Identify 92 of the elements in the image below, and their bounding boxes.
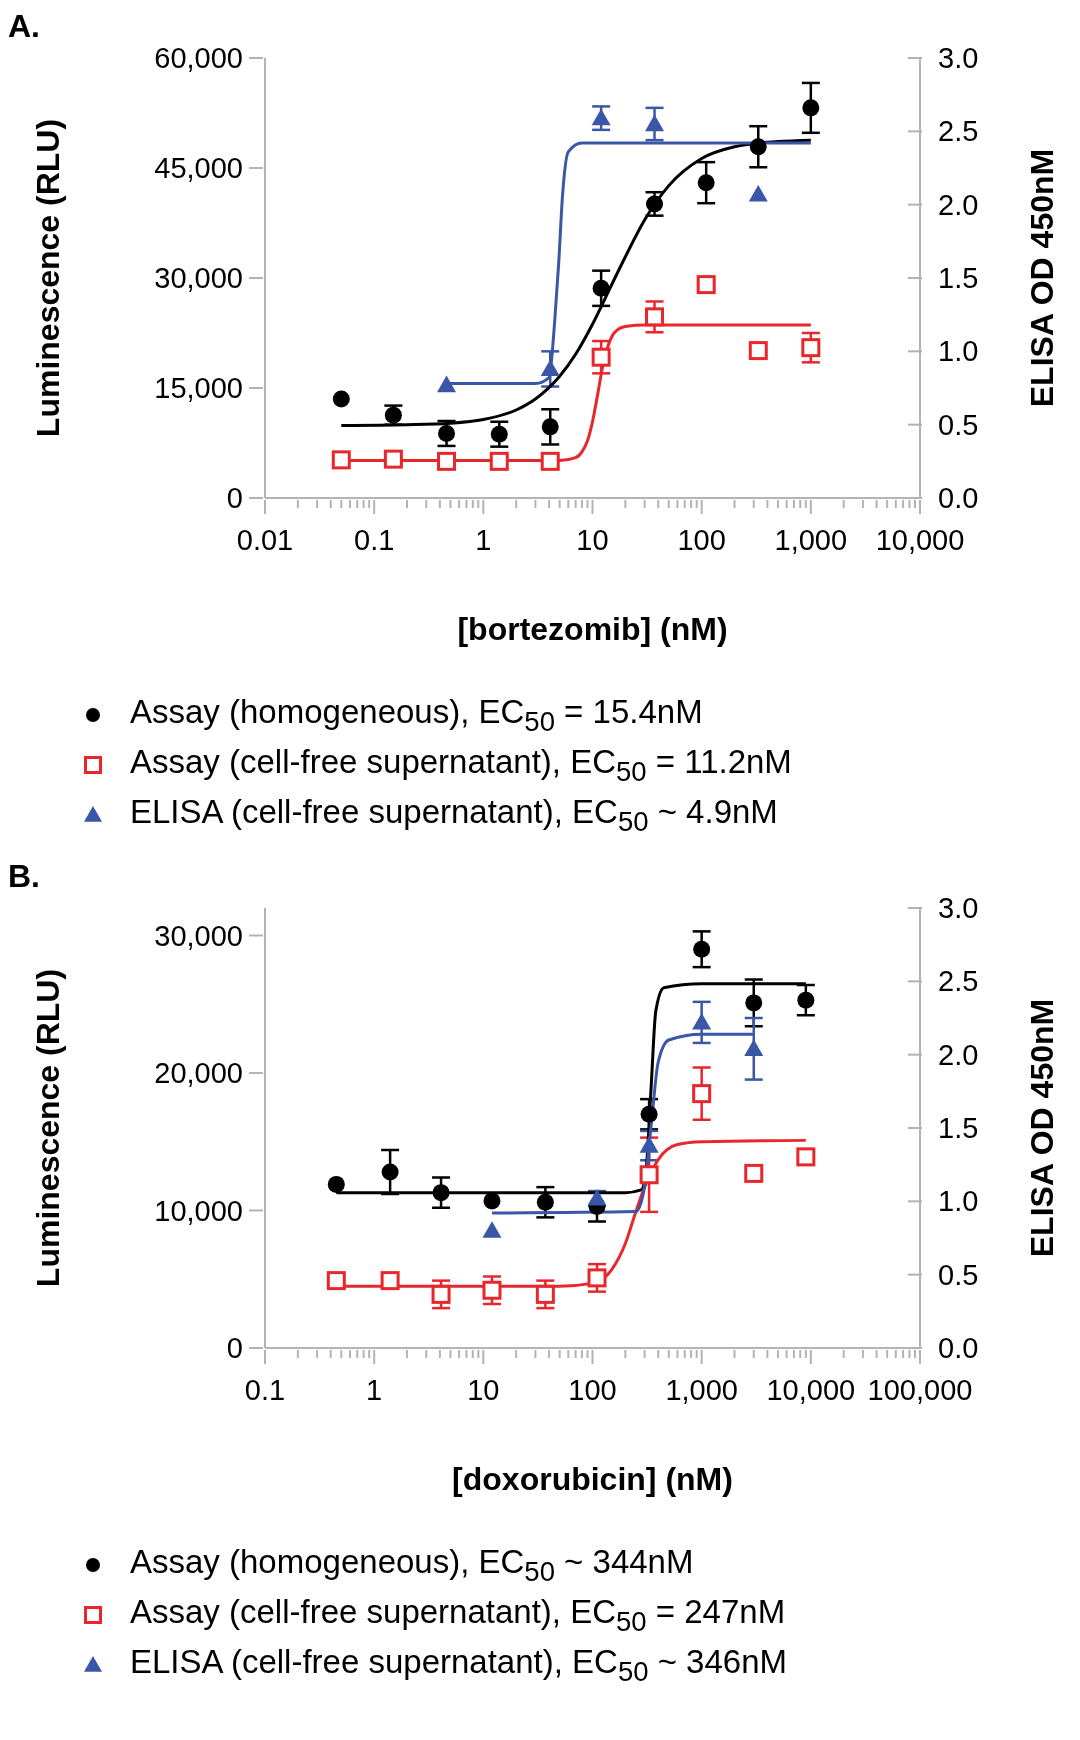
point [749, 138, 767, 156]
y2-tick-label: 0.0 [938, 482, 979, 514]
x-tick-label: 1,000 [774, 524, 848, 556]
point [380, 1271, 400, 1291]
point [745, 994, 763, 1012]
chart-title: B. [8, 858, 40, 894]
point [801, 338, 821, 358]
point [592, 279, 610, 297]
point [640, 1105, 658, 1123]
x-tick-label: 10,000 [766, 1374, 856, 1406]
y2-tick-label: 0.5 [938, 408, 979, 441]
point [332, 390, 350, 408]
point [540, 451, 560, 471]
y2-tick-label: 3.0 [938, 42, 979, 74]
point [639, 1165, 659, 1185]
y-tick-label: 0 [226, 1332, 243, 1364]
y-tick-label: 60,000 [154, 42, 243, 74]
x-tick-label: 100 [677, 524, 726, 556]
point [541, 418, 559, 436]
x-tick-label: 10 [467, 1374, 500, 1406]
point [696, 275, 716, 295]
y2-tick-label: 1.5 [938, 1112, 979, 1144]
point [482, 1280, 502, 1300]
point [489, 451, 509, 471]
y2-axis-title: ELISA OD 450nM [1024, 148, 1061, 408]
point [383, 449, 403, 469]
y2-tick-label: 0.5 [938, 1258, 979, 1291]
point [697, 174, 715, 192]
x-tick-label: 100,000 [867, 1374, 973, 1406]
legend-label: ELISA (cell-free supernatant), EC$_{50}$ ~ 4.9nM [130, 792, 778, 838]
x-tick-label: 1,000 [665, 1374, 738, 1406]
legend-label: ELISA (cell-free supernatant), EC$_{50}$ ~ 346nM [130, 1642, 788, 1688]
point [639, 1136, 659, 1153]
y-axis-title: Luminescence (RLU) [30, 968, 67, 1288]
y-tick-label: 30,000 [154, 262, 243, 294]
y-tick-label: 15,000 [154, 372, 243, 404]
x-axis-title: [doxorubicin] (nM) [452, 1461, 733, 1497]
point [693, 940, 711, 958]
point [326, 1271, 346, 1291]
y-tick-label: 0 [226, 482, 243, 514]
point [802, 99, 820, 117]
x-tick-label: 10,000 [875, 524, 965, 556]
chart-title: A. [8, 8, 40, 44]
point [490, 425, 508, 443]
y-tick-label: 45,000 [154, 152, 243, 184]
y-tick-label: 20,000 [154, 1057, 243, 1089]
point [381, 1163, 399, 1181]
point [796, 1147, 816, 1167]
point [432, 1184, 450, 1202]
y2-tick-label: 3.0 [938, 892, 979, 924]
y2-tick-label: 0.0 [938, 1332, 979, 1364]
y2-axis-title: ELISA OD 450nM [1024, 998, 1061, 1258]
point [692, 1012, 712, 1030]
y2-tick-label: 2.0 [938, 1038, 979, 1071]
point [536, 1193, 554, 1211]
legend-label: Assay (cell-free supernatant), EC$_{50}$ = 11.2nM [130, 742, 792, 788]
point [587, 1268, 607, 1288]
point [327, 1175, 345, 1193]
y2-tick-label: 2.5 [938, 115, 979, 148]
y2-tick-label: 1.0 [938, 335, 979, 368]
x-tick-label: 0.1 [244, 1374, 286, 1406]
point [744, 1039, 764, 1056]
y2-tick-label: 2.5 [938, 965, 979, 998]
point [797, 991, 815, 1009]
x-tick-label: 100 [568, 1374, 617, 1406]
legend-label: Assay (cell-free supernatant), EC$_{50}$ = 247nM [130, 1592, 786, 1638]
x-tick-label: 10 [576, 524, 609, 556]
x-tick-label: 0.1 [354, 524, 395, 556]
y2-tick-label: 1.5 [938, 262, 979, 294]
legend-label: Assay (homogeneous), EC$_{50}$ ~ 344nM [130, 1542, 694, 1588]
point [438, 424, 456, 442]
point [437, 451, 457, 471]
point [692, 1084, 712, 1104]
point [748, 341, 768, 361]
y-tick-label: 10,000 [154, 1194, 243, 1227]
x-tick-label: 0.01 [236, 524, 294, 556]
point [646, 195, 664, 213]
y2-tick-label: 1.0 [938, 1185, 979, 1218]
y-axis-title: Luminescence (RLU) [30, 118, 67, 438]
point [535, 1284, 555, 1304]
point [483, 1192, 501, 1210]
point [591, 347, 611, 367]
x-tick-label: 1 [475, 524, 492, 556]
y-tick-label: 30,000 [154, 919, 243, 952]
x-tick-label: 1 [366, 1374, 383, 1406]
point [645, 307, 665, 327]
legend-label: Assay (homogeneous), EC$_{50}$ = 15.4nM [130, 692, 703, 738]
y2-tick-label: 2.0 [938, 188, 979, 221]
point [431, 1284, 451, 1304]
point [744, 1163, 764, 1183]
point [331, 450, 351, 470]
x-axis-title: [bortezomib] (nM) [457, 611, 728, 647]
